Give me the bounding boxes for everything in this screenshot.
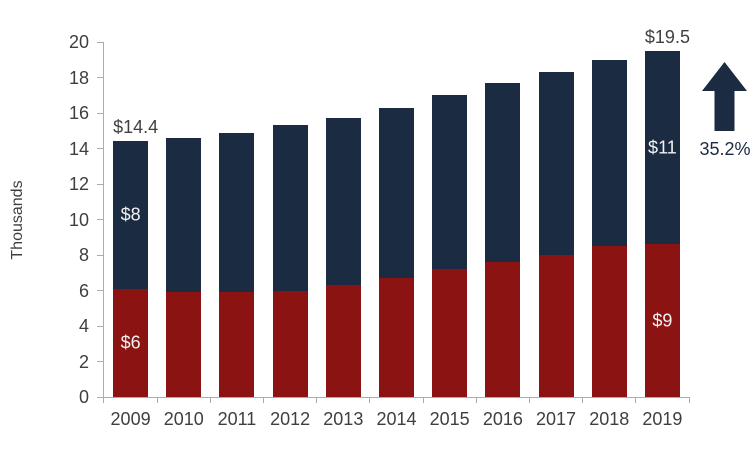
y-axis-tick-label: 18	[68, 67, 89, 88]
x-tick-label-2019: 2019	[642, 409, 683, 429]
bar-segment-red-bottom-2019	[644, 244, 680, 397]
x-axis-tick	[582, 397, 584, 403]
x-axis-tick	[369, 397, 371, 403]
y-axis-tick-label: 10	[68, 209, 89, 230]
x-tick-label-2009: 2009	[110, 409, 151, 429]
y-axis-tick	[97, 41, 103, 43]
x-axis-tick	[635, 397, 637, 403]
bar-segment-navy-top-2018	[591, 59, 627, 247]
bar-segment-navy-top-2019	[644, 50, 680, 245]
x-tick-label-2018: 2018	[589, 409, 630, 429]
x-tick-label-2012: 2012	[270, 409, 311, 429]
bar-segment-red-bottom-2010	[166, 292, 202, 397]
y-axis-tick	[97, 219, 103, 220]
x-tick-label-2016: 2016	[482, 409, 523, 429]
y-axis-tick-label: 8	[78, 245, 89, 265]
increase-percentage-label: 35.2%	[699, 139, 751, 159]
x-tick-label-2017: 2017	[536, 409, 577, 429]
y-axis-tick	[97, 254, 103, 256]
x-axis-tick	[422, 397, 424, 403]
y-axis-tick-label: 4	[78, 316, 89, 336]
total-label-2009: $14.4	[113, 117, 159, 138]
y-axis-tick-label: 2	[78, 351, 89, 372]
x-axis-tick	[263, 397, 265, 403]
bar-segment-red-bottom-2013	[325, 285, 361, 397]
y-axis-tick	[97, 325, 103, 327]
x-axis-tick	[103, 397, 104, 403]
bar-segment-navy-top-2013	[325, 118, 361, 286]
bar-segment-red-bottom-2009	[113, 288, 149, 397]
y-axis-tick-label: 20	[68, 32, 89, 52]
bar-segment-navy-top-2009	[113, 141, 149, 289]
x-tick-label-2015: 2015	[429, 409, 470, 429]
bar-segment-red-bottom-2011	[219, 292, 255, 397]
bar-segment-navy-top-2011	[219, 132, 255, 293]
bar-segment-navy-top-2012	[272, 125, 308, 291]
bar-segment-red-bottom-2014	[379, 278, 414, 397]
x-axis-tick	[156, 397, 158, 403]
bar-segment-navy-top-2016	[485, 82, 521, 263]
x-axis-tick	[209, 397, 211, 403]
x-tick-label-2014: 2014	[376, 409, 417, 429]
x-tick-label-2011: 2011	[217, 409, 257, 429]
x-tick-label-2013: 2013	[323, 409, 364, 429]
bar-segment-red-bottom-2017	[538, 255, 574, 397]
y-axis-tick-label: 16	[68, 103, 89, 123]
segment-label-2009-navy-top: $8	[120, 204, 141, 225]
bar-segment-navy-top-2014	[379, 107, 414, 279]
x-axis-tick	[475, 397, 477, 403]
y-axis-tick-label: 6	[78, 280, 89, 301]
x-axis-tick	[528, 397, 530, 403]
segment-label-2009-red-bottom: $6	[120, 332, 141, 353]
x-axis-tick	[688, 397, 690, 403]
increase-arrow-icon	[702, 62, 747, 131]
bar-segment-navy-top-2015	[432, 95, 468, 270]
plot-area: 0 2 4 6 8 10 12 14 16 18 20 2009 2010 2011 2012 2013 201…	[69, 27, 690, 429]
bar-segment-red-bottom-2016	[485, 262, 521, 397]
bar-segment-red-bottom-2012	[272, 290, 308, 397]
y-axis-tick	[97, 183, 103, 185]
bar-segment-navy-top-2017	[538, 72, 574, 255]
bar-segment-navy-top-2010	[166, 137, 202, 293]
y-axis-tick	[97, 290, 103, 291]
y-axis-tick	[97, 77, 103, 78]
total-label-2019: $19.5	[644, 26, 690, 47]
y-axis-tick	[97, 148, 103, 149]
y-axis-title: Thousands	[9, 180, 26, 260]
bar-segment-red-bottom-2015	[432, 269, 468, 397]
x-axis-tick	[316, 397, 318, 403]
segment-label-2019-navy-top: $11	[648, 137, 677, 158]
y-axis-tick	[97, 112, 103, 114]
y-axis-tick	[97, 361, 103, 362]
segment-label-2019-red-bottom: $9	[652, 310, 673, 331]
bar-segment-red-bottom-2018	[591, 246, 627, 397]
y-axis-tick	[97, 396, 103, 398]
x-tick-label-2010: 2010	[163, 409, 204, 429]
y-axis-tick-label: 0	[78, 387, 89, 407]
y-axis-tick-label: 12	[68, 174, 89, 194]
y-axis-tick-label: 14	[68, 138, 89, 159]
